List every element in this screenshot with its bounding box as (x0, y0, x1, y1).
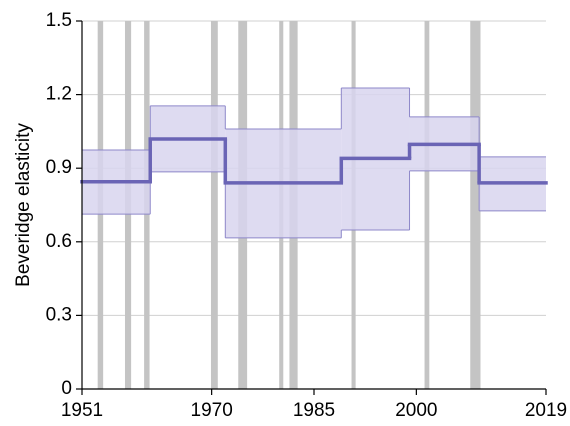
y-tick-label: 0 (61, 378, 72, 399)
x-tick-label: 2000 (395, 400, 437, 421)
x-tick-label: 1985 (293, 400, 335, 421)
y-tick-label: 1.5 (46, 10, 72, 31)
y-axis-label: Beveridge elasticity (13, 123, 34, 287)
shaded-period (470, 21, 481, 389)
shaded-period (210, 21, 218, 389)
x-tick-label: 2019 (525, 400, 567, 421)
y-tick-label: 0.3 (46, 304, 72, 325)
x-tick-label: 1970 (191, 400, 233, 421)
x-tick-label: 1951 (61, 400, 103, 421)
y-tick-label: 0.6 (46, 231, 72, 252)
y-tick-label: 0.9 (46, 157, 72, 178)
y-tick-label: 1.2 (46, 84, 72, 105)
shaded-period (424, 21, 430, 389)
